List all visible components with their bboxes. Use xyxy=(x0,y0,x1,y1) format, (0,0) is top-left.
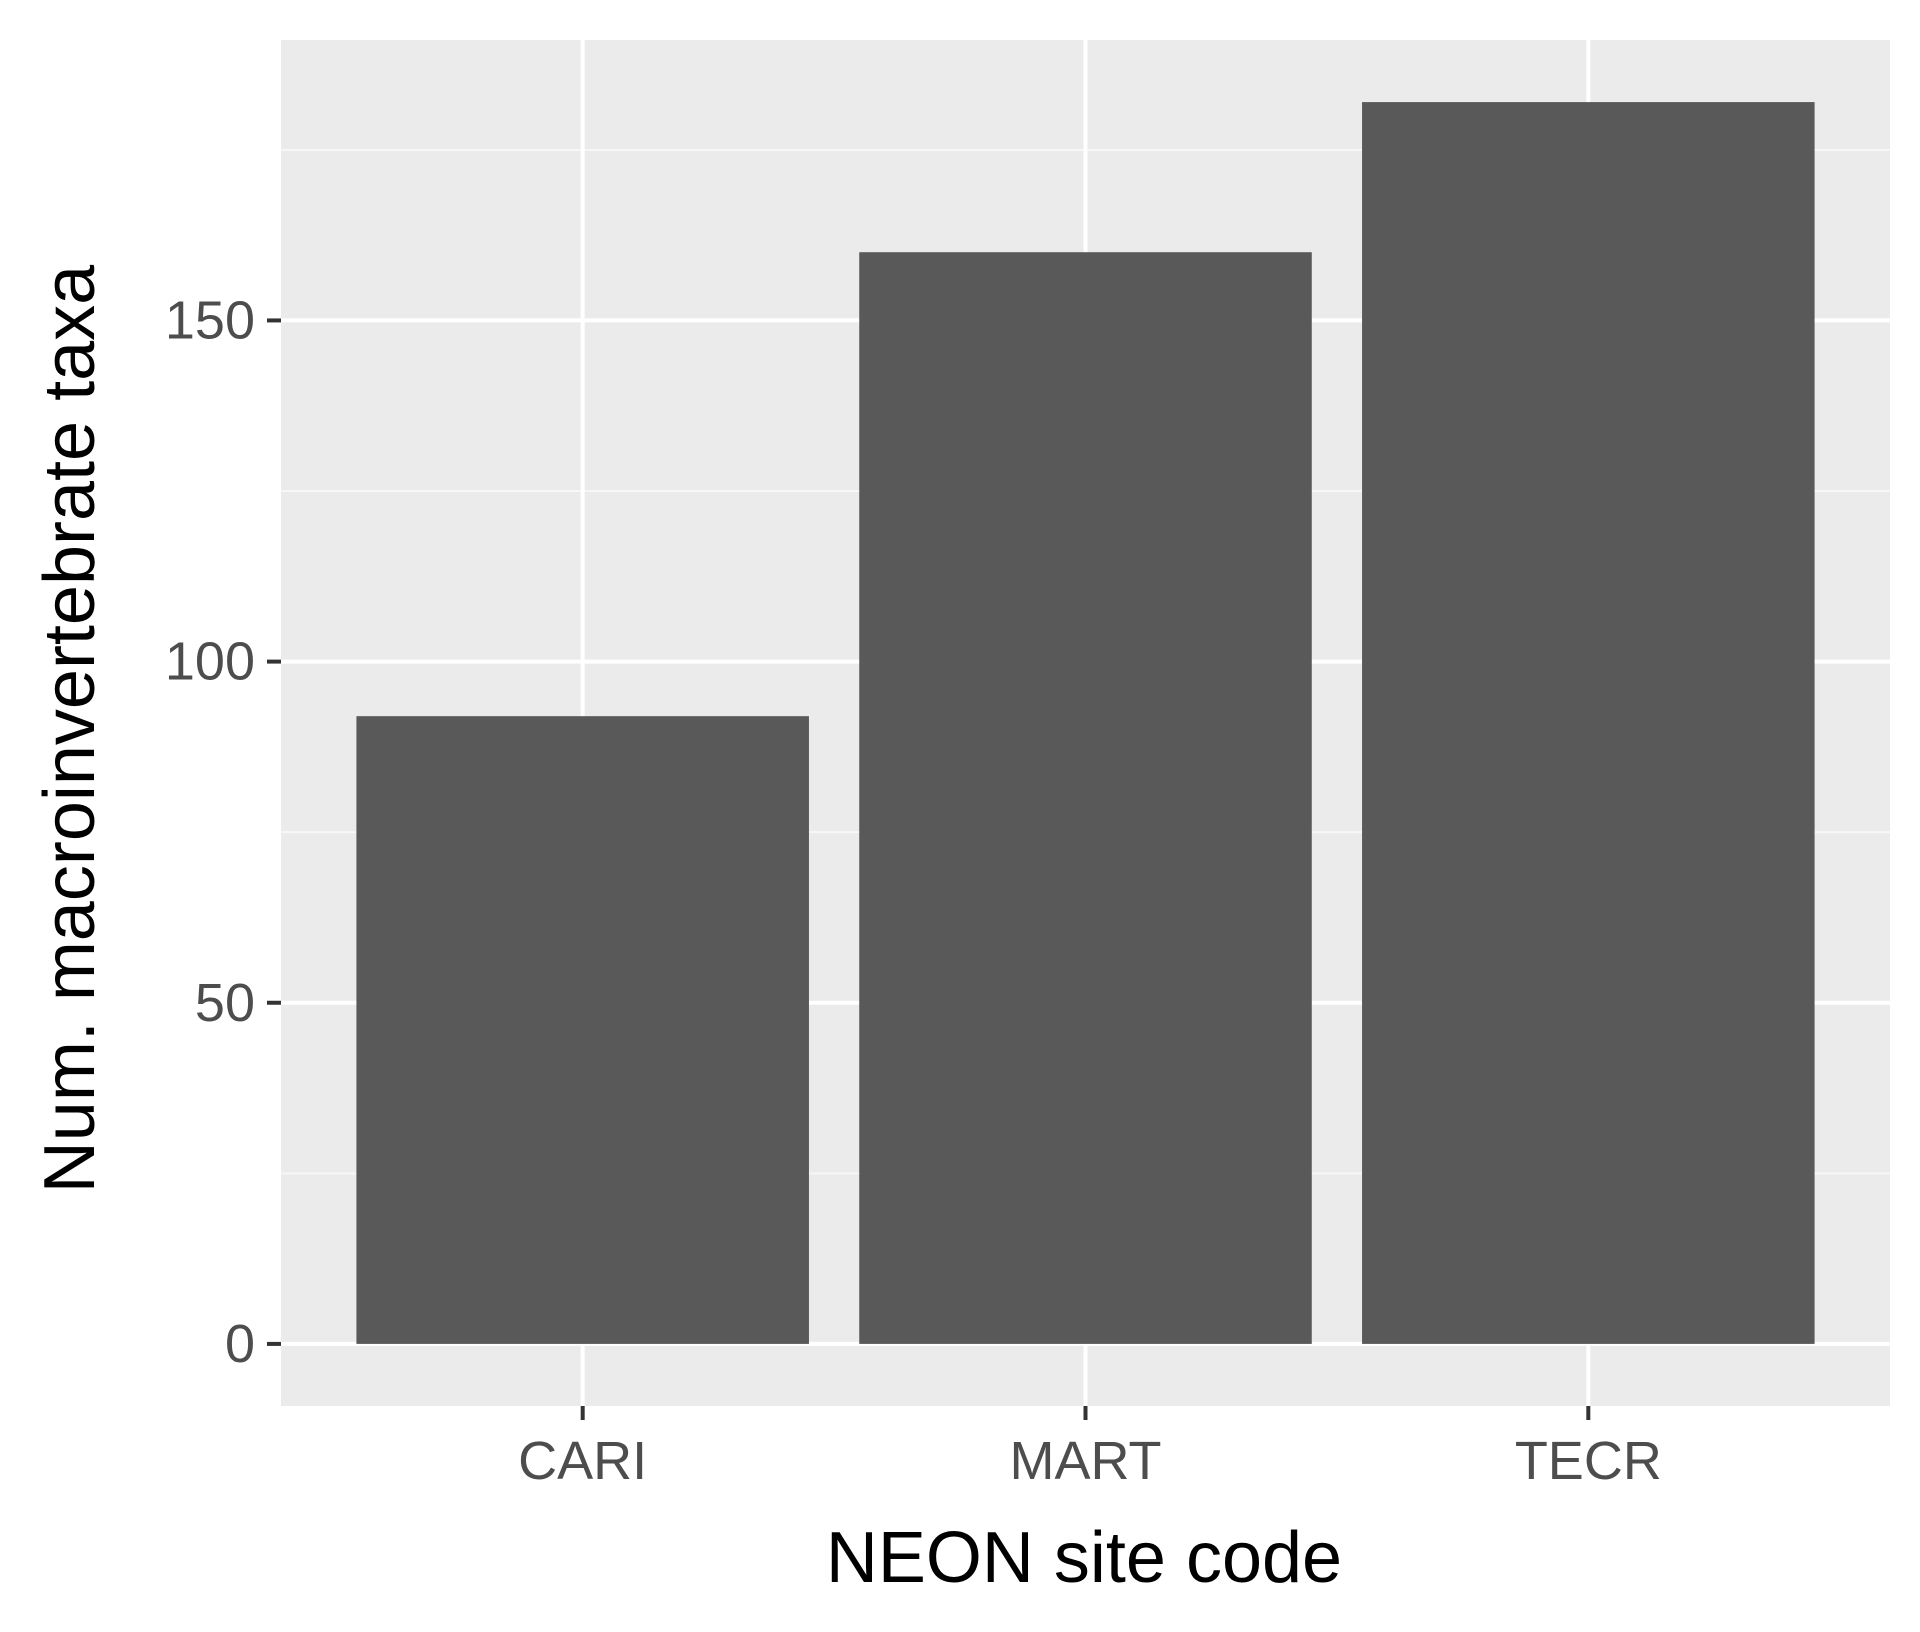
bar-cari xyxy=(356,716,809,1344)
bars xyxy=(356,102,1815,1344)
x-tick-label: TECR xyxy=(1515,1431,1662,1491)
bar-tecr xyxy=(1362,102,1815,1344)
y-tick-label: 150 xyxy=(165,290,255,350)
bar-mart xyxy=(859,252,1312,1344)
y-tick-label: 100 xyxy=(165,632,255,692)
y-tick-label: 50 xyxy=(195,973,255,1033)
y-axis-title: Num. macroinvertebrate taxa xyxy=(30,264,110,1193)
y-tick-label: 0 xyxy=(225,1314,255,1374)
x-tick-label: MART xyxy=(1009,1431,1161,1491)
x-axis: CARI MART TECR xyxy=(518,1406,1662,1491)
x-axis-title: NEON site code xyxy=(826,1518,1342,1598)
x-tick-label: CARI xyxy=(518,1431,647,1491)
y-axis: 0 50 100 150 xyxy=(165,290,281,1374)
